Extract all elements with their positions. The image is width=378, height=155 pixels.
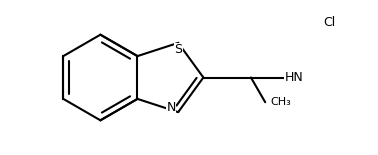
Text: N: N [166, 101, 176, 114]
Text: S: S [174, 44, 182, 57]
Text: Cl: Cl [323, 16, 336, 29]
Text: HN: HN [284, 71, 303, 84]
Text: CH₃: CH₃ [270, 97, 291, 107]
